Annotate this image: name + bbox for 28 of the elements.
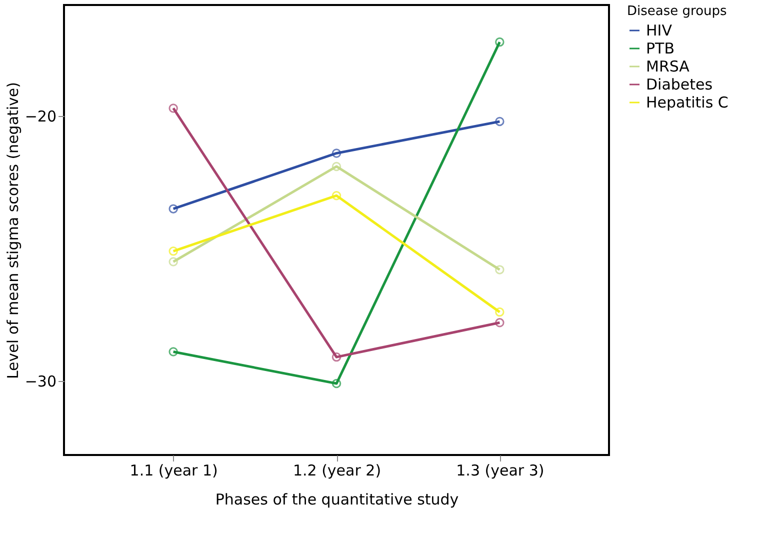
legend-label: Diabetes bbox=[646, 76, 713, 94]
point bbox=[168, 347, 178, 356]
legend-label: HIV bbox=[646, 22, 673, 40]
legend-title: Disease groups bbox=[627, 4, 728, 19]
point bbox=[495, 265, 504, 274]
point bbox=[168, 104, 178, 113]
point bbox=[495, 116, 504, 126]
point bbox=[168, 257, 178, 266]
y-axis-title: Level of mean stigma scores (negative) bbox=[4, 82, 22, 380]
x-tick-label: 1.1 (year 1) bbox=[130, 462, 218, 480]
point bbox=[332, 162, 342, 172]
legend-label: Hepatitis C bbox=[646, 94, 728, 112]
legend-label: MRSA bbox=[646, 58, 690, 76]
point bbox=[495, 37, 504, 47]
point bbox=[332, 378, 342, 388]
x-tick-label: 1.3 (year 3) bbox=[456, 462, 544, 480]
point bbox=[332, 148, 342, 158]
point bbox=[495, 318, 504, 328]
x-axis-title: Phases of the quantitative study bbox=[215, 490, 459, 508]
point bbox=[495, 307, 504, 317]
point bbox=[168, 246, 178, 256]
point bbox=[332, 352, 342, 362]
x-tick-label: 1.2 (year 2) bbox=[292, 462, 382, 480]
point bbox=[168, 204, 178, 214]
point bbox=[332, 190, 342, 200]
legend-label: PTB bbox=[646, 40, 674, 58]
y-tick-label: −20 bbox=[24, 108, 56, 126]
y-tick-label: −30 bbox=[24, 372, 56, 390]
